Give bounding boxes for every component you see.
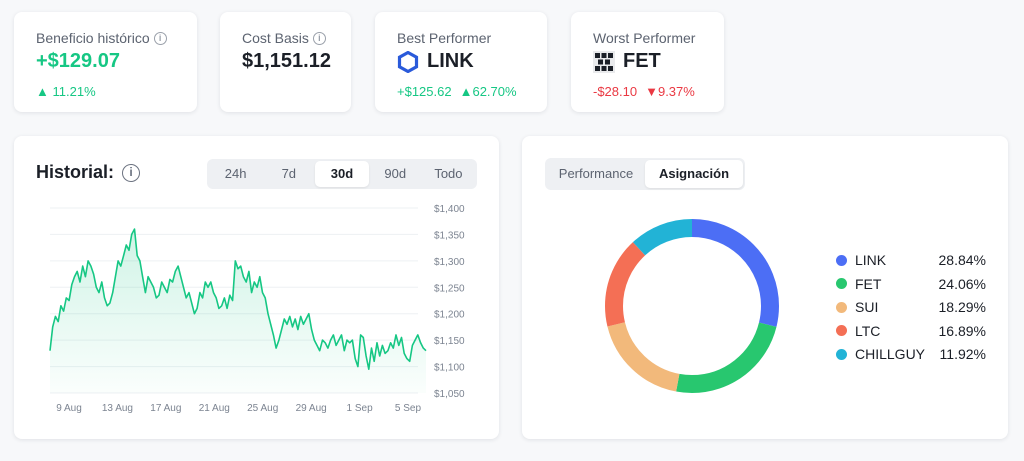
history-title-text: Historial: <box>36 162 115 182</box>
worst-performer-coin: FET <box>593 50 661 73</box>
series-line <box>49 228 427 370</box>
info-icon[interactable]: i <box>153 31 167 45</box>
legend-percent: 24.06% <box>938 275 986 292</box>
legend-item-chillguy: CHILLGUY 11.92% <box>836 346 986 362</box>
legend-percent: 16.89% <box>938 322 986 339</box>
y-tick-label: $1,050 <box>434 389 465 400</box>
x-tick-label: 9 Aug <box>56 403 82 414</box>
x-tick-label: 29 Aug <box>296 403 327 414</box>
info-icon[interactable]: i <box>122 163 141 182</box>
worst-performer-label: Worst Performer <box>593 30 696 46</box>
worst-performer-sub: -$28.10 ▼9.37% <box>593 84 695 99</box>
legend-percent: 28.84% <box>938 252 986 268</box>
profit-change-value: 11.21% <box>52 84 96 99</box>
legend-name: CHILLGUY <box>855 346 926 362</box>
donut-slice-fet[interactable] <box>605 219 779 393</box>
x-tick-label: 5 Sep <box>395 403 422 414</box>
fet-coin-icon <box>593 50 615 73</box>
y-tick-label: $1,350 <box>434 230 465 241</box>
legend-item-ltc: LTC 16.89% <box>836 323 986 339</box>
profit-change: ▲ 11.21% <box>36 84 96 99</box>
cost-basis-value: $1,151.12 <box>242 50 331 72</box>
legend-item-sui: SUI 18.29% <box>836 299 986 315</box>
legend-percent: 18.29% <box>938 299 986 315</box>
worst-performer-change: 9.37% <box>657 84 695 99</box>
best-performer-card: Best Performer LINK +$125.62 ▲62.70% <box>375 12 547 112</box>
legend-name: LINK <box>855 252 887 268</box>
profit-label-text: Beneficio histórico <box>36 30 150 46</box>
arrow-up-icon: ▲ <box>36 84 49 99</box>
tab-performance[interactable]: Performance <box>558 166 634 181</box>
link-coin-icon <box>397 50 419 73</box>
legend-dot <box>836 278 847 289</box>
legend-item-fet: FET 24.06% <box>836 276 986 292</box>
range-option-24h[interactable]: 24h <box>224 166 247 181</box>
y-tick-label: $1,300 <box>434 257 465 268</box>
legend-dot <box>836 325 847 336</box>
x-tick-label: 25 Aug <box>247 403 278 414</box>
cost-basis-label: Cost Basis i <box>242 30 326 46</box>
x-tick-label: 13 Aug <box>102 403 133 414</box>
range-option-7d[interactable]: 7d <box>281 166 297 181</box>
profit-label: Beneficio histórico i <box>36 30 167 46</box>
worst-performer-amount: -$28.10 <box>593 84 638 99</box>
y-tick-label: $1,100 <box>434 363 465 374</box>
legend-percent: 11.92% <box>939 346 986 362</box>
range-option-90d[interactable]: 90d <box>384 166 407 181</box>
cost-basis-label-text: Cost Basis <box>242 30 309 46</box>
allocation-tabs: Performance Asignación <box>545 158 745 190</box>
y-tick-label: $1,250 <box>434 283 465 294</box>
best-performer-label: Best Performer <box>397 30 492 46</box>
legend-name: FET <box>855 275 882 292</box>
legend-dot <box>836 348 847 360</box>
profit-card: Beneficio histórico i +$129.07 ▲ 11.21% <box>14 12 197 112</box>
donut-slice-chillguy[interactable] <box>605 219 779 393</box>
best-performer-sub: +$125.62 ▲62.70% <box>397 84 517 99</box>
legend-name: LTC <box>855 322 881 339</box>
range-selector: 24h 7d 30d 90d Todo <box>207 159 477 189</box>
worst-performer-card: Worst Performer FET -$28.10 ▼9.37% <box>571 12 724 112</box>
legend-dot <box>836 301 847 313</box>
arrow-down-icon: ▼ <box>645 84 658 99</box>
y-tick-label: $1,150 <box>434 336 465 347</box>
x-tick-label: 17 Aug <box>150 403 181 414</box>
range-option-todo[interactable]: Todo <box>434 166 463 181</box>
best-performer-coin-name: LINK <box>427 50 474 72</box>
history-card: Historial: i 24h 7d 30d 90d Todo $1,400 $1,35… <box>14 136 499 439</box>
profit-value: +$129.07 <box>36 50 120 72</box>
range-option-30d[interactable]: 30d <box>315 161 369 187</box>
best-performer-coin: LINK <box>397 50 474 73</box>
best-performer-amount: +$125.62 <box>397 84 452 99</box>
legend-dot <box>836 254 847 266</box>
history-title: Historial: i <box>36 162 141 183</box>
allocation-card: Performance Asignación LINK 28.84% FET 24.06… <box>522 136 1008 439</box>
area-fill <box>50 229 426 393</box>
allocation-donut <box>605 219 779 393</box>
x-tick-label: 21 Aug <box>199 403 230 414</box>
best-performer-change: 62.70% <box>472 84 517 99</box>
legend-name: SUI <box>855 299 879 315</box>
worst-performer-coin-name: FET <box>623 50 661 72</box>
arrow-up-icon: ▲ <box>459 84 473 99</box>
y-tick-label: $1,200 <box>434 310 465 321</box>
info-icon[interactable]: i <box>312 31 326 45</box>
legend-item-link: LINK 28.84% <box>836 252 986 268</box>
history-chart: $1,400 $1,350 $1,300 $1,250 $1,200 $1,150 $1,1… <box>49 204 465 414</box>
cost-basis-card: Cost Basis i $1,151.12 <box>220 12 351 112</box>
x-tick-label: 1 Sep <box>347 403 374 414</box>
tab-allocation[interactable]: Asignación <box>645 160 743 188</box>
y-tick-label: $1,400 <box>434 204 465 215</box>
donut-slice-ltc[interactable] <box>605 219 779 393</box>
